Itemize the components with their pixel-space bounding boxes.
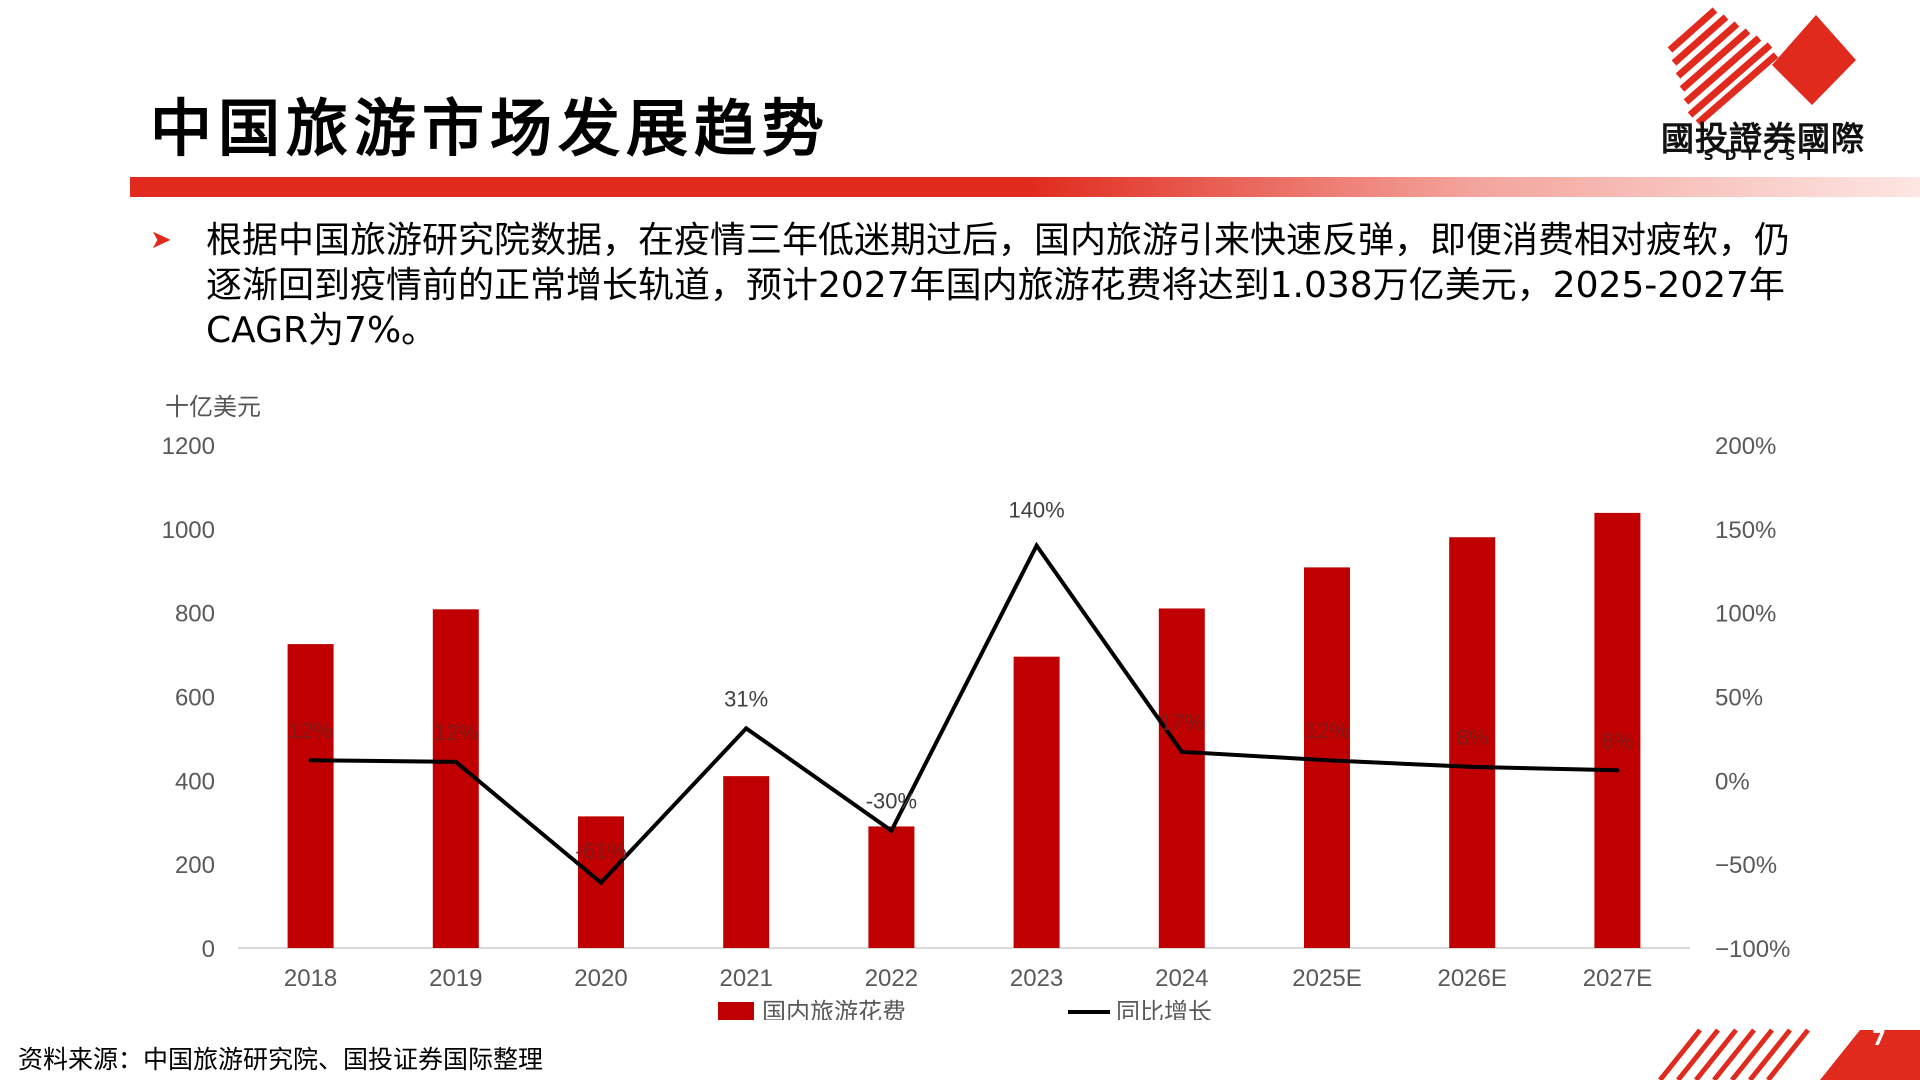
right-axis-tick-label: 0% [1715, 768, 1750, 795]
page-title: 中国旅游市场发展趋势 [150, 92, 831, 165]
yoy-data-label: 6% [1602, 728, 1634, 753]
yoy-growth-point-2027E [1615, 768, 1620, 773]
yoy-data-label: 12% [1305, 718, 1349, 743]
x-axis-tick-label: 2018 [284, 965, 337, 992]
x-axis-tick-label: 2020 [574, 965, 627, 992]
left-axis-tick-label: 1000 [162, 517, 215, 544]
bar-2022 [868, 826, 915, 948]
legend-swatch-bar [718, 1002, 754, 1020]
bullet-text: 根据中国旅游研究院数据，在疫情三年低迷期过后，国内旅游引来快速反弹，即便消费相对… [206, 220, 1791, 351]
title-underline-bar [130, 177, 1920, 197]
company-logo-icon [1667, 7, 1856, 126]
left-axis-tick-label: 200 [175, 852, 215, 879]
legend-label-bar: 国内旅游花费 [762, 999, 906, 1020]
yoy-data-label: -30% [866, 789, 917, 814]
yoy-data-label: 17% [1160, 710, 1204, 735]
left-axis-tick-label: 0 [202, 936, 215, 963]
right-axis-tick-label: 50% [1715, 685, 1763, 712]
left-axis-tick-label: 400 [175, 768, 215, 795]
x-axis-tick-label: 2025E [1292, 965, 1361, 992]
corner-stripes-icon [1658, 1028, 1920, 1080]
yoy-data-label: 31% [724, 686, 768, 711]
yoy-data-label: -61% [575, 839, 626, 864]
right-axis-tick-label: 100% [1715, 601, 1776, 628]
right-axis-tick-label: 200% [1715, 433, 1776, 460]
yoy-growth-point-2021 [744, 726, 749, 731]
bar-2027E [1594, 512, 1641, 948]
yoy-data-label: 12% [434, 720, 478, 745]
yoy-growth-point-2024 [1179, 749, 1184, 754]
left-axis-tick-label: 1200 [162, 433, 215, 460]
x-axis-tick-label: 2027E [1583, 965, 1652, 992]
yoy-growth-point-2023 [1034, 543, 1039, 548]
yoy-data-label: 12% [289, 718, 333, 743]
x-axis-tick-label: 2026E [1437, 965, 1506, 992]
bar-2019 [432, 609, 479, 948]
combo-chart: 十亿美元 0 200 400 600 800 1000 1200 −100% −50% 0% 50% 1… [162, 394, 1791, 1026]
yoy-growth-point-2025E [1325, 758, 1329, 763]
source-note: 资料来源：中国旅游研究院、国投证券国际整理 [18, 1045, 544, 1074]
page-number: 7 [1872, 1026, 1886, 1050]
x-axis-tick-label: 2024 [1155, 965, 1208, 992]
logo-name: 國投證券國際 [1661, 119, 1865, 158]
yoy-growth-point-2020 [599, 880, 603, 885]
bar-2024 [1158, 608, 1205, 948]
summary-bullet: ➤ 根据中国旅游研究院数据，在疫情三年低迷期过后，国内旅游引来快速反弹，即便消费… [150, 218, 1790, 353]
bar-2018 [287, 644, 334, 948]
bullet-arrow-icon: ➤ [150, 225, 172, 255]
bar-2021 [723, 776, 770, 948]
right-axis-tick-label: −50% [1715, 852, 1777, 879]
bar-2026E [1449, 537, 1496, 948]
left-axis-tick-label: 600 [175, 685, 215, 712]
yoy-growth-point-2019 [453, 759, 458, 764]
bar-2023 [1013, 656, 1060, 948]
x-axis-tick-label: 2019 [429, 965, 482, 992]
yoy-growth-point-2026E [1470, 764, 1475, 769]
yoy-growth-point-2018 [308, 758, 313, 763]
left-axis-tick-label: 800 [175, 601, 215, 628]
right-axis-tick-label: 150% [1715, 517, 1776, 544]
yoy-growth-point-2022 [889, 828, 894, 833]
yoy-data-label: 8% [1456, 725, 1488, 750]
x-axis-tick-label: 2022 [865, 965, 918, 992]
chart-container: 十亿美元 0 200 400 600 800 1000 1200 −100% −50% 0% 50% 1… [0, 370, 1920, 1026]
x-axis-tick-label: 2023 [1010, 965, 1063, 992]
yoy-data-label: 140% [1008, 498, 1064, 523]
logo-subtitle: SDICSI [1703, 148, 1823, 164]
x-axis-tick-label: 2021 [720, 965, 773, 992]
left-axis-unit-label: 十亿美元 [165, 394, 261, 421]
yoy-growth-line [310, 541, 1618, 886]
right-axis-tick-label: −100% [1715, 936, 1790, 963]
legend-label-line: 同比增长 [1116, 999, 1212, 1020]
